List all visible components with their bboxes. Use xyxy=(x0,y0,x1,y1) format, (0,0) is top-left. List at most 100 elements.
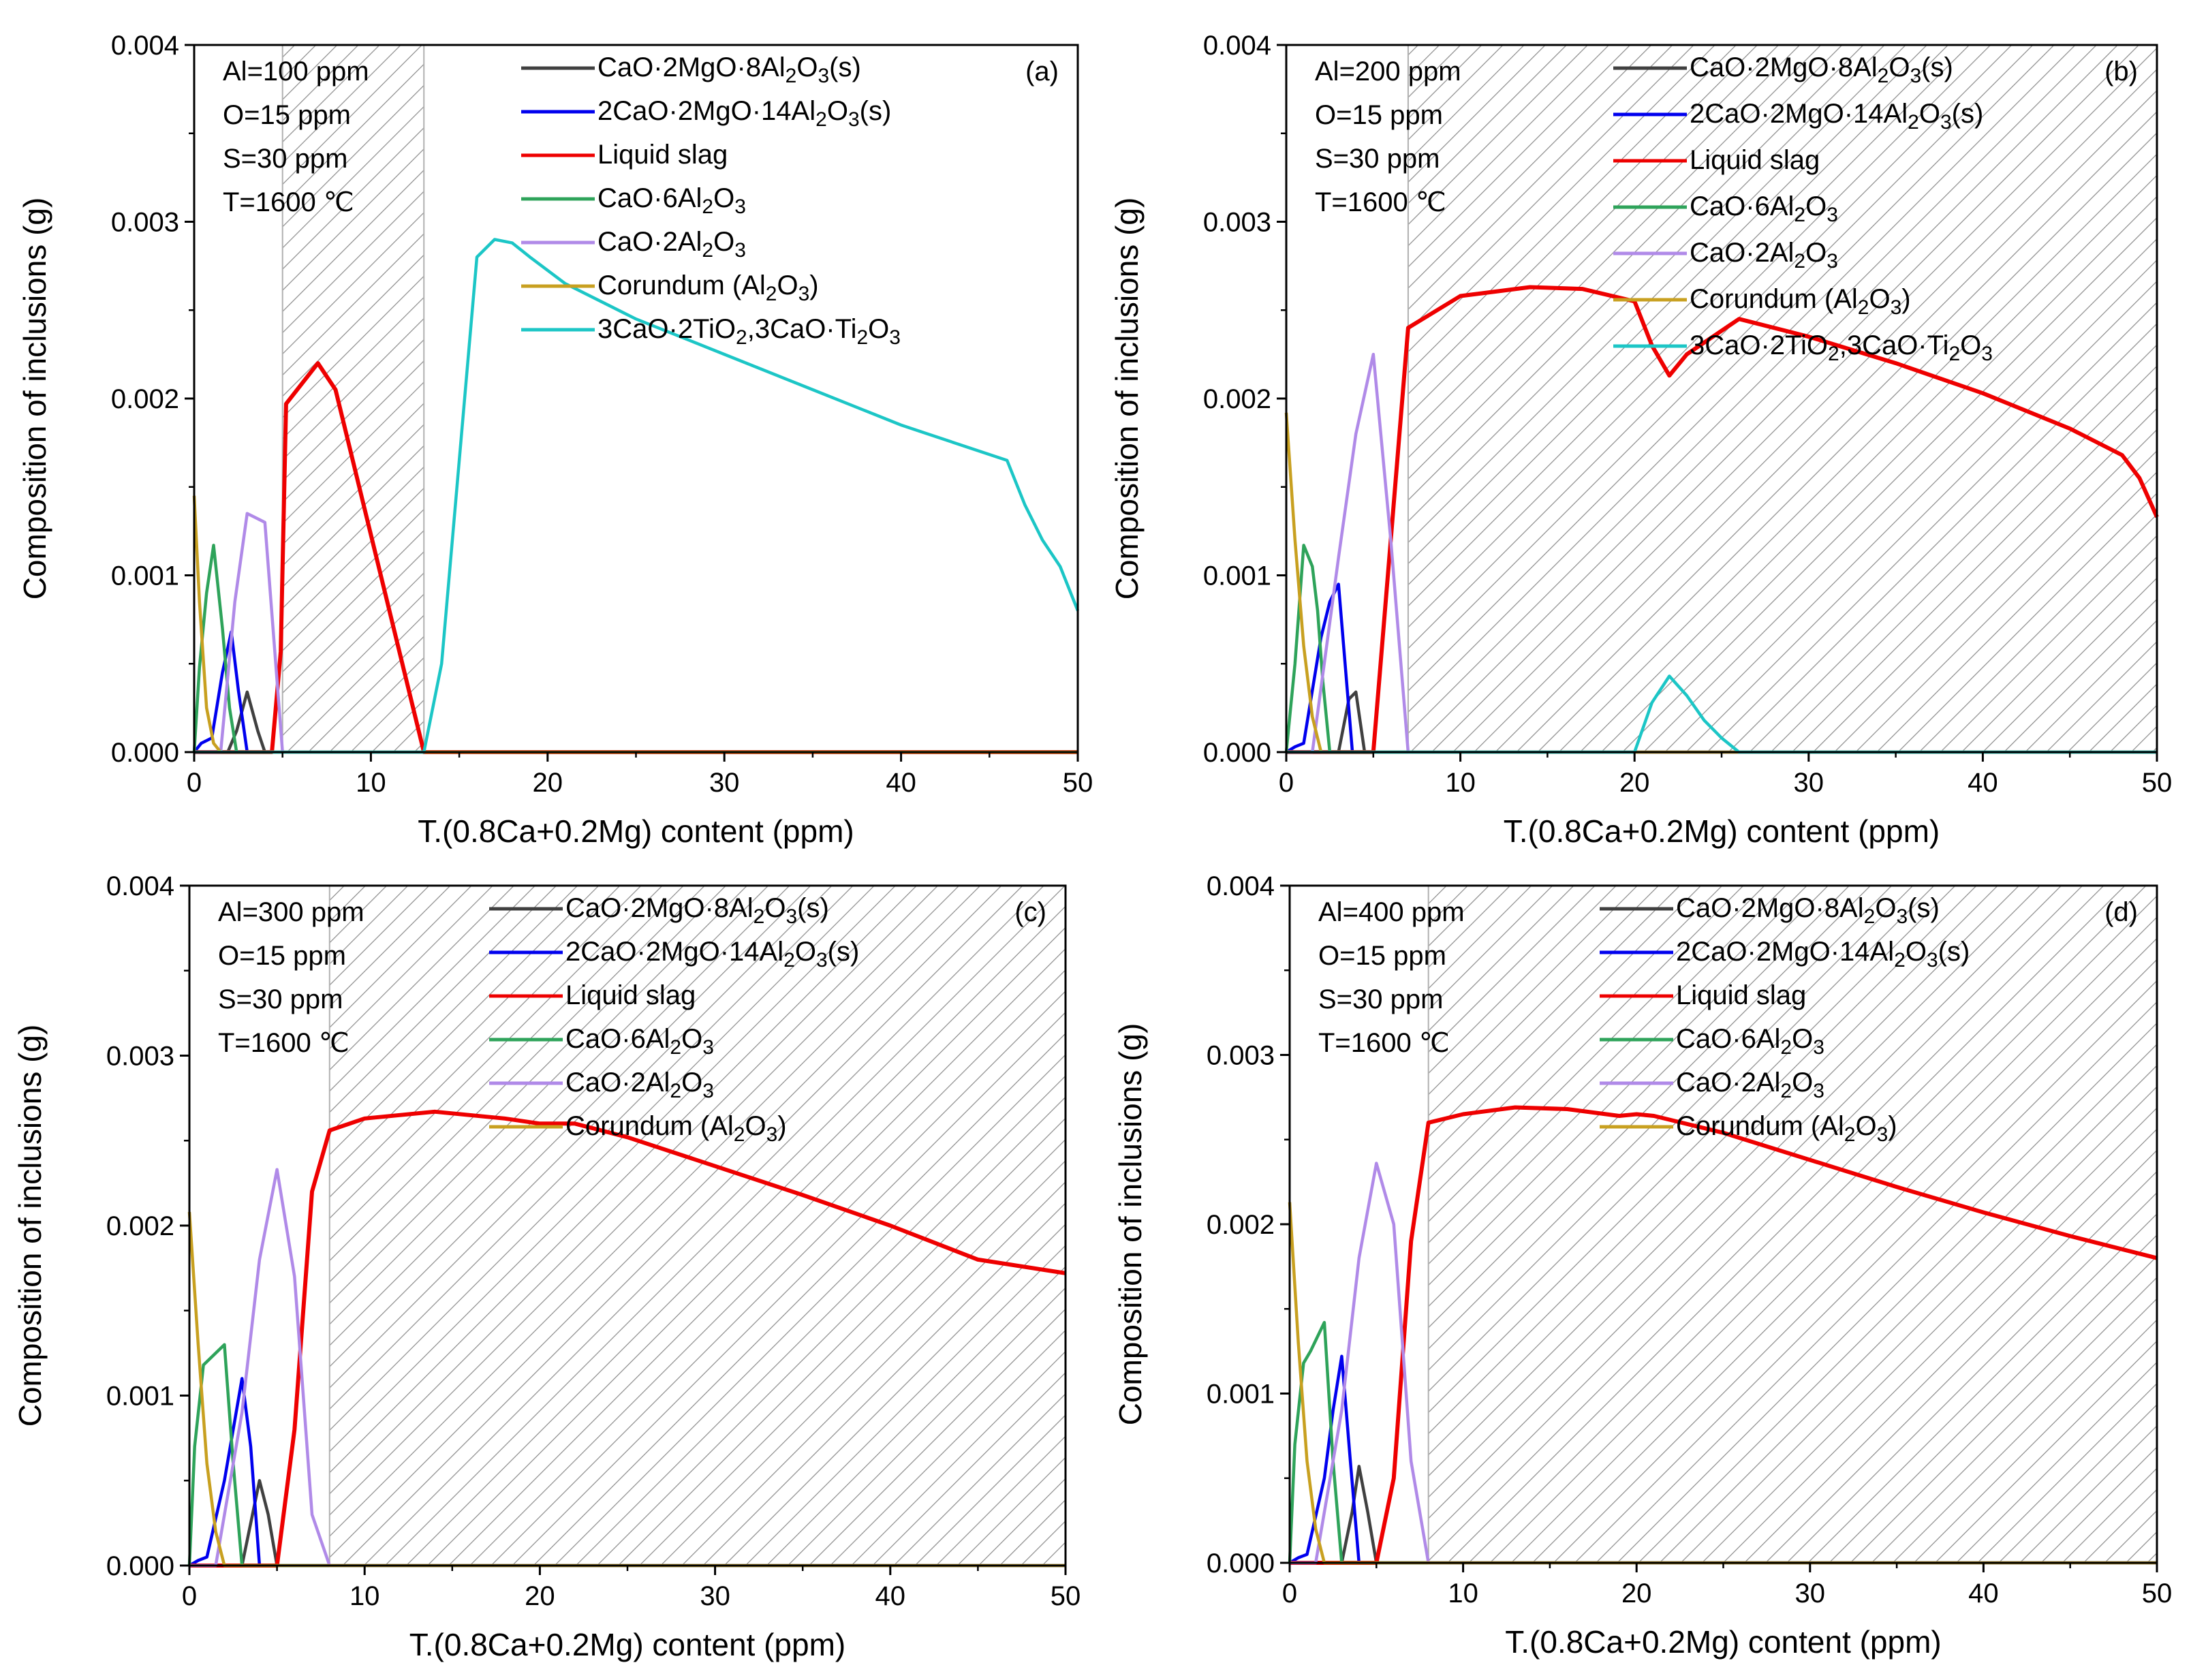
condition-label: S=30 ppm xyxy=(1318,984,1443,1014)
x-tick-label: 10 xyxy=(356,768,386,798)
panel-tag: (a) xyxy=(1025,57,1059,87)
y-axis-title: Composition of inclusions (g) xyxy=(17,198,52,600)
x-tick-label: 0 xyxy=(182,1581,197,1611)
y-tick-label: 0.004 xyxy=(1203,31,1271,61)
y-tick-label: 0.004 xyxy=(1207,871,1275,901)
legend-entry-2cao-2mgo-14al2o3-s: 2CaO·2MgO·14Al2O3(s) xyxy=(597,96,891,131)
series-line-cao-2al2o3 xyxy=(1286,352,2157,754)
y-axis-title: Composition of inclusions (g) xyxy=(12,1025,48,1427)
y-axis-title: Composition of inclusions (g) xyxy=(1113,1023,1148,1426)
panel-c: 0 10 20 30 40 50 0.000 0.001 0.002 0.003 0.004 T.(0… xyxy=(12,871,1081,1662)
condition-label: O=15 ppm xyxy=(223,100,351,130)
legend-entry-2cao-2mgo-14al2o3-s: 2CaO·2MgO·14Al2O3(s) xyxy=(1690,99,1983,134)
legend-entry-cao-2al2o3: CaO·2Al2O3 xyxy=(597,227,746,262)
legend-entry-cao-2al2o3: CaO·2Al2O3 xyxy=(1676,1068,1824,1102)
x-tick-label: 20 xyxy=(1619,768,1650,798)
x-tick-label: 40 xyxy=(875,1581,906,1611)
x-axis-title: T.(0.8Ca+0.2Mg) content (ppm) xyxy=(409,1627,845,1662)
series-line-liquid-slag xyxy=(194,361,1078,754)
x-tick-label: 30 xyxy=(700,1581,730,1611)
series-line-cao-6al2o3 xyxy=(1288,1320,2157,1565)
condition-label: Al=300 ppm xyxy=(218,897,364,927)
x-axis-title: T.(0.8Ca+0.2Mg) content (ppm) xyxy=(418,813,854,849)
condition-label: T=1600 ℃ xyxy=(1318,1028,1450,1058)
x-axis-title: T.(0.8Ca+0.2Mg) content (ppm) xyxy=(1505,1624,1941,1660)
y-tick-label: 0.003 xyxy=(111,208,179,238)
legend-entry-cao-2al2o3: CaO·2Al2O3 xyxy=(1690,238,1838,273)
legend-entry-2cao-2mgo-14al2o3-s: 2CaO·2MgO·14Al2O3(s) xyxy=(565,937,859,971)
series-line-liquid-slag xyxy=(189,1109,1066,1568)
panel-tag: (b) xyxy=(2104,57,2138,87)
series-line-3cao-2tio2-3cao-ti2o3 xyxy=(194,238,1080,754)
legend-entry-cao-6al2o3: CaO·6Al2O3 xyxy=(1676,1024,1824,1059)
condition-label: O=15 ppm xyxy=(218,941,346,971)
legend-entry-cao-2al2o3: CaO·2Al2O3 xyxy=(565,1068,714,1102)
panel-tag: (d) xyxy=(2104,897,2138,927)
x-tick-label: 30 xyxy=(1794,768,1824,798)
y-tick-label: 0.001 xyxy=(106,1382,174,1412)
series-line-cao-6al2o3 xyxy=(192,544,1078,754)
x-tick-label: 30 xyxy=(1795,1578,1826,1608)
condition-label: T=1600 ℃ xyxy=(218,1028,349,1058)
condition-label: O=15 ppm xyxy=(1318,941,1446,971)
x-tick-label: 50 xyxy=(1051,1581,1081,1611)
legend-entry-corundum-al2o3: Corundum (Al2O3) xyxy=(1676,1111,1897,1146)
series-line-cao-6al2o3 xyxy=(1284,544,2157,754)
panel-d: 0 10 20 30 40 50 0.000 0.001 0.002 0.003 0.004 T.(0… xyxy=(1113,871,2172,1660)
legend-entry-cao-6al2o3: CaO·6Al2O3 xyxy=(1690,191,1838,226)
legend-entry-liquid-slag: Liquid slag xyxy=(1676,980,1806,1010)
x-tick-label: 20 xyxy=(1621,1578,1652,1608)
x-tick-label: 20 xyxy=(533,768,563,798)
panel-a: 0 10 20 30 40 50 0.000 0.001 0.002 0.003 0.004 T.(0… xyxy=(17,31,1093,849)
series-line-cao-2al2o3 xyxy=(189,1168,1066,1568)
y-tick-label: 0.002 xyxy=(1203,384,1271,414)
x-tick-label: 40 xyxy=(1968,1578,1999,1608)
x-tick-label: 40 xyxy=(886,768,916,798)
x-tick-label: 40 xyxy=(1968,768,1998,798)
y-tick-label: 0.003 xyxy=(1207,1041,1275,1071)
condition-label: S=30 ppm xyxy=(223,144,347,174)
y-tick-label: 0.000 xyxy=(106,1551,174,1581)
legend-entry-liquid-slag: Liquid slag xyxy=(1690,145,1820,175)
legend-entry-cao-6al2o3: CaO·6Al2O3 xyxy=(597,183,746,218)
legend-entry-liquid-slag: Liquid slag xyxy=(565,980,696,1010)
y-tick-label: 0.004 xyxy=(111,31,179,61)
y-tick-label: 0.002 xyxy=(106,1211,174,1241)
series-line-liquid-slag xyxy=(1286,285,2159,754)
x-tick-label: 10 xyxy=(1445,768,1476,798)
y-tick-label: 0.001 xyxy=(1207,1380,1275,1410)
y-tick-label: 0.000 xyxy=(1207,1549,1275,1578)
shaded-region xyxy=(1408,45,2157,752)
y-tick-label: 0.002 xyxy=(1207,1210,1275,1240)
y-axis-title: Composition of inclusions (g) xyxy=(1109,198,1145,600)
x-tick-label: 10 xyxy=(1448,1578,1478,1608)
condition-label: T=1600 ℃ xyxy=(223,187,354,217)
y-tick-label: 0.002 xyxy=(111,384,179,414)
y-tick-label: 0.000 xyxy=(111,738,179,768)
panel-tag: (c) xyxy=(1014,897,1046,927)
legend-entry-cao-2mgo-8al2o3-s: CaO·2MgO·8Al2O3(s) xyxy=(1690,52,1953,87)
shaded-region xyxy=(1428,886,2157,1563)
condition-label: Al=100 ppm xyxy=(223,57,369,87)
series-line-2cao-2mgo-14al2o3-s xyxy=(1285,582,2157,754)
x-tick-label: 50 xyxy=(1063,768,1093,798)
y-tick-label: 0.001 xyxy=(1203,561,1271,591)
x-tick-label: 0 xyxy=(1282,1578,1297,1608)
y-tick-label: 0.003 xyxy=(1203,208,1271,238)
legend-entry-cao-2mgo-8al2o3-s: CaO·2MgO·8Al2O3(s) xyxy=(597,52,861,87)
x-tick-label: 30 xyxy=(709,768,740,798)
legend-entry-liquid-slag: Liquid slag xyxy=(597,140,728,170)
legend-entry-3cao-2tio2-3cao-ti2o3: 3CaO·2TiO2,3CaO·Ti2O3 xyxy=(1690,330,1993,365)
condition-label: T=1600 ℃ xyxy=(1315,187,1446,217)
legend-entry-corundum-al2o3: Corundum (Al2O3) xyxy=(597,270,819,305)
legend-entry-cao-2mgo-8al2o3-s: CaO·2MgO·8Al2O3(s) xyxy=(1676,893,1940,928)
x-tick-label: 50 xyxy=(2142,768,2173,798)
legend-entry-3cao-2tio2-3cao-ti2o3: 3CaO·2TiO2,3CaO·Ti2O3 xyxy=(597,314,901,349)
series-line-2cao-2mgo-14al2o3-s xyxy=(1288,1354,2157,1565)
condition-label: S=30 ppm xyxy=(1315,144,1440,174)
series-line-2cao-2mgo-14al2o3-s xyxy=(193,630,1078,754)
legend-entry-2cao-2mgo-14al2o3-s: 2CaO·2MgO·14Al2O3(s) xyxy=(1676,937,1970,971)
x-tick-label: 10 xyxy=(349,1581,380,1611)
x-tick-label: 0 xyxy=(187,768,202,798)
